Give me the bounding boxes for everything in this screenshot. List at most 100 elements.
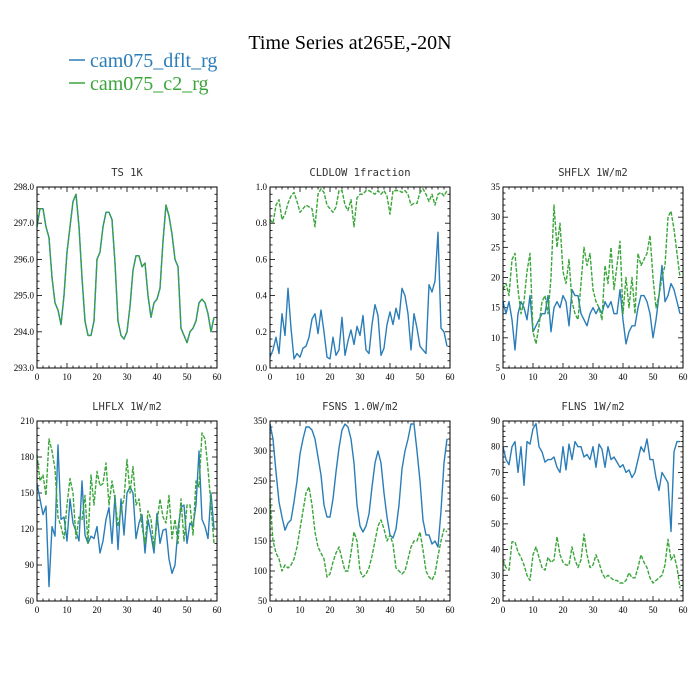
panel-0: TS 1K 0 10 20 30 40 50 60 293.0 294.0 295.0 296.0 29… <box>14 167 222 382</box>
x-tick-label: 60 <box>213 372 223 382</box>
legend-entry-c2: cam075_c2_rg <box>69 73 209 95</box>
x-tick-label: 50 <box>416 605 426 615</box>
x-tick-label: 40 <box>153 372 163 382</box>
x-tick-label: 0 <box>268 372 273 382</box>
y-tick-label: 180 <box>21 452 35 462</box>
y-tick-label: 30 <box>491 570 501 580</box>
series-line-0 <box>502 422 680 533</box>
y-tick-label: 150 <box>254 536 268 546</box>
y-tick-label: 50 <box>258 596 268 606</box>
series-line-0 <box>36 193 215 344</box>
y-tick-label: 70 <box>491 467 501 477</box>
panel-5: FLNS 1W/m2 0 10 20 30 40 50 60 20 30 40 50 60 70 80 90 <box>491 401 688 615</box>
x-tick-label: 10 <box>529 605 539 615</box>
x-tick-label: 0 <box>501 605 506 615</box>
x-tick-label: 50 <box>416 372 426 382</box>
y-tick-label: 100 <box>254 566 268 576</box>
x-tick-label: 20 <box>93 372 103 382</box>
y-tick-label: 30 <box>491 212 501 222</box>
panel-2: SHFLX 1W/m2 0 10 20 30 40 50 60 5 10 15 20 25 30 35 <box>491 167 688 382</box>
series-line-1 <box>269 486 448 581</box>
y-tick-label: 0.2 <box>256 327 267 337</box>
y-tick-label: 200 <box>254 506 268 516</box>
x-tick-label: 20 <box>326 605 336 615</box>
series-line-1 <box>502 204 681 345</box>
x-tick-label: 50 <box>649 605 659 615</box>
x-tick-label: 30 <box>589 605 599 615</box>
x-tick-label: 40 <box>386 605 396 615</box>
x-tick-label: 30 <box>356 605 366 615</box>
y-tick-label: 296.0 <box>14 254 35 264</box>
x-tick-label: 20 <box>559 372 569 382</box>
legend: cam075_dflt_rg cam075_c2_rg <box>69 50 217 95</box>
y-tick-label: 250 <box>254 476 268 486</box>
panel-4: FSNS 1.0W/m2 0 10 20 30 40 50 60 50 100 150 200 250 3… <box>254 401 456 615</box>
y-tick-label: 298.0 <box>14 182 35 192</box>
x-tick-label: 30 <box>123 605 133 615</box>
x-tick-label: 60 <box>446 372 456 382</box>
x-tick-label: 0 <box>35 605 40 615</box>
x-tick-label: 60 <box>679 372 689 382</box>
x-tick-label: 10 <box>63 372 73 382</box>
series-line-1 <box>269 188 448 228</box>
x-tick-label: 60 <box>213 605 223 615</box>
x-tick-label: 50 <box>649 372 659 382</box>
x-tick-label: 50 <box>183 605 193 615</box>
x-tick-label: 0 <box>35 372 40 382</box>
figure-title: Time Series at265E,-20N <box>248 32 451 54</box>
y-tick-label: 50 <box>491 519 501 529</box>
y-tick-label: 35 <box>491 182 501 192</box>
x-tick-label: 10 <box>296 605 306 615</box>
y-tick-label: 0.6 <box>256 254 268 264</box>
panel-title: FSNS 1.0W/m2 <box>322 401 398 413</box>
x-tick-label: 40 <box>619 605 629 615</box>
panels: TS 1K0 10 20 30 40 50 60293.0294.0295.0296.029… <box>14 167 688 615</box>
y-tick-label: 0.0 <box>256 363 268 373</box>
x-tick-label: 30 <box>123 372 133 382</box>
x-tick-label: 60 <box>446 605 456 615</box>
y-tick-label: 10 <box>491 333 501 343</box>
plot-frame <box>269 186 451 369</box>
x-tick-label: 0 <box>268 605 273 615</box>
plot-frame <box>36 186 218 369</box>
series-line-1 <box>36 193 215 344</box>
panel-title: LHFLX 1W/m2 <box>92 401 162 413</box>
legend-label-c2: cam075_c2_rg <box>90 73 209 95</box>
series-line-0 <box>269 231 448 360</box>
plot-frame <box>269 420 451 602</box>
y-tick-label: 210 <box>21 416 35 426</box>
y-tick-label: 25 <box>491 242 501 252</box>
y-tick-label: 1.0 <box>256 182 268 192</box>
y-tick-label: 15 <box>491 303 501 313</box>
x-tick-label: 10 <box>296 372 306 382</box>
y-tick-label: 294.0 <box>14 327 35 337</box>
y-tick-label: 90 <box>25 560 35 570</box>
y-tick-label: 0.4 <box>256 291 268 301</box>
y-tick-label: 120 <box>21 524 35 534</box>
y-tick-label: 5 <box>496 363 501 373</box>
y-tick-label: 20 <box>491 273 501 283</box>
x-tick-label: 20 <box>559 605 569 615</box>
y-tick-label: 293.0 <box>14 363 35 373</box>
x-tick-label: 20 <box>93 605 103 615</box>
x-tick-label: 20 <box>326 372 336 382</box>
y-tick-label: 350 <box>254 416 268 426</box>
x-tick-label: 30 <box>589 372 599 382</box>
y-tick-label: 0.8 <box>256 218 268 228</box>
series-line-1 <box>36 432 215 548</box>
panel-1: CLDLOW 1fraction 0 10 20 30 40 50 60 0.0 0.2 0.4 0.… <box>256 167 455 382</box>
y-tick-label: 20 <box>491 596 501 606</box>
y-tick-label: 295.0 <box>14 291 35 301</box>
y-tick-label: 90 <box>491 416 501 426</box>
x-tick-label: 10 <box>529 372 539 382</box>
y-tick-label: 300 <box>254 446 268 456</box>
legend-entry-dflt: cam075_dflt_rg <box>69 50 217 72</box>
panel-title: FLNS 1W/m2 <box>561 401 624 413</box>
y-tick-label: 60 <box>491 493 501 503</box>
y-tick-label: 150 <box>21 488 35 498</box>
panel-3: LHFLX 1W/m2 0 10 20 30 40 50 60 60 90 120 150 180 210 <box>21 401 223 615</box>
panel-title: CLDLOW 1fraction <box>309 167 410 179</box>
x-tick-label: 40 <box>386 372 396 382</box>
y-tick-label: 80 <box>491 442 501 452</box>
